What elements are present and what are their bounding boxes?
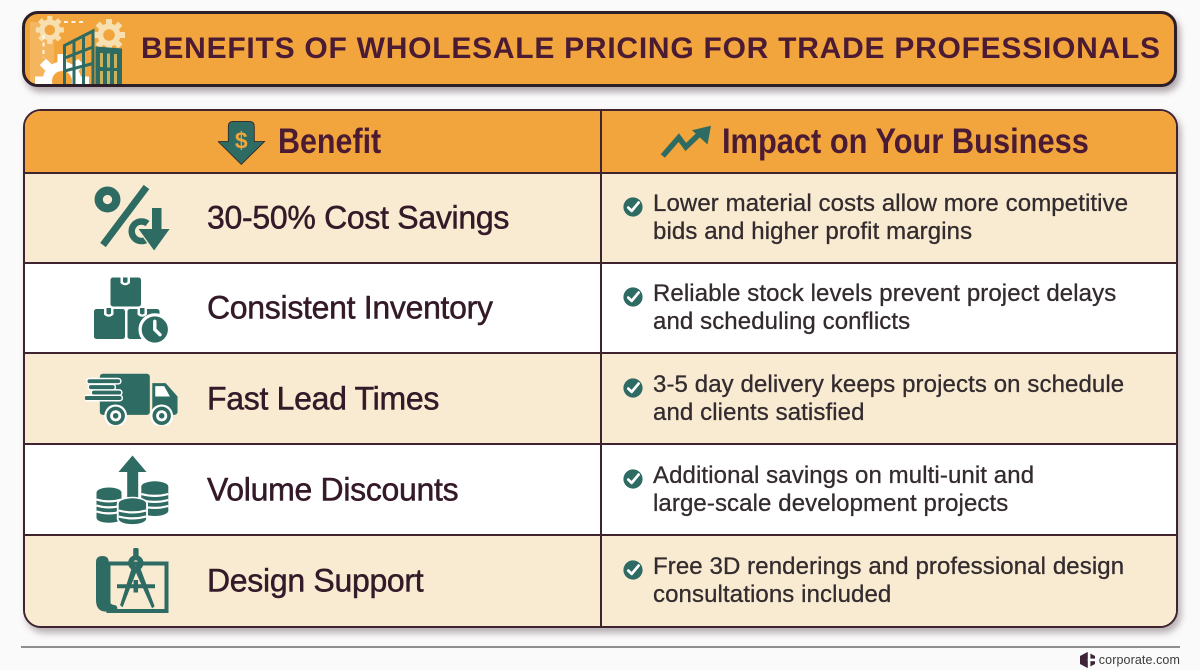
- svg-text:$: $: [235, 128, 248, 154]
